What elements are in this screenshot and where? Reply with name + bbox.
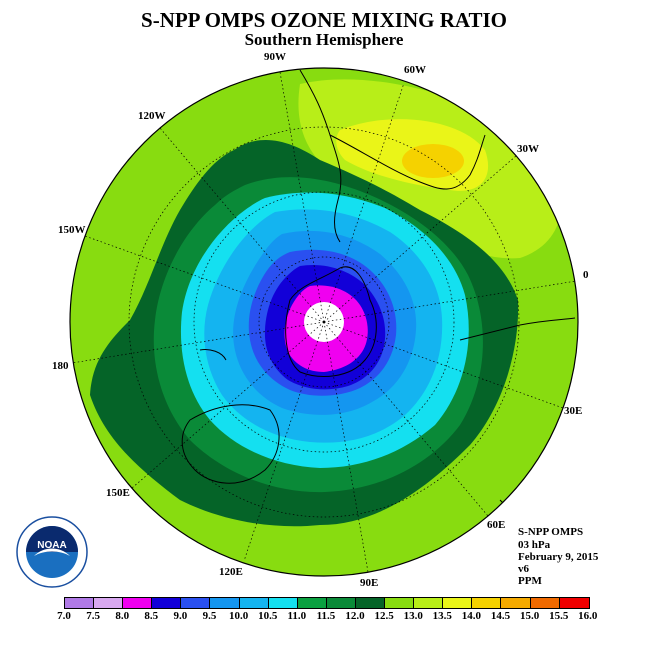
legend-swatch bbox=[385, 598, 415, 608]
map-title: S-NPP OMPS OZONE MIXING RATIO bbox=[141, 8, 507, 32]
legend-tick-label: 8.0 bbox=[115, 610, 130, 622]
legend-tick-label: 13.0 bbox=[403, 610, 423, 622]
legend-tick-label: 7.5 bbox=[86, 610, 100, 622]
svg-text:NOAA: NOAA bbox=[37, 540, 66, 551]
legend-swatch bbox=[152, 598, 182, 608]
info-units: PPM bbox=[518, 575, 542, 587]
lon-label-60w: 60W bbox=[404, 64, 426, 76]
color-legend bbox=[64, 597, 590, 609]
lon-label-60e: 60E bbox=[487, 519, 505, 531]
legend-tick-label: 9.0 bbox=[173, 610, 188, 622]
legend-swatch bbox=[472, 598, 502, 608]
legend-tick-label: 12.5 bbox=[374, 610, 394, 622]
legend-tick-label: 11.0 bbox=[287, 610, 307, 622]
legend-swatch bbox=[414, 598, 444, 608]
lon-label-150w: 150W bbox=[58, 224, 86, 236]
legend-swatch bbox=[326, 598, 356, 608]
legend-tick-label: 14.5 bbox=[490, 610, 511, 622]
legend-tick-label: 10.0 bbox=[228, 610, 249, 622]
legend-swatch bbox=[210, 598, 240, 608]
legend-swatch bbox=[559, 598, 589, 608]
lon-label-180: 180 bbox=[52, 360, 69, 372]
map-subtitle: Southern Hemisphere bbox=[244, 30, 404, 49]
legend-swatch bbox=[443, 598, 473, 608]
noaa-logo: NOAA bbox=[16, 516, 88, 588]
info-version: v6 bbox=[518, 563, 529, 575]
info-level: 03 hPa bbox=[518, 539, 551, 551]
legend-swatch bbox=[268, 598, 298, 608]
legend-tick-label: 11.5 bbox=[316, 610, 336, 622]
lon-label-120e: 120E bbox=[219, 566, 243, 578]
legend-swatch bbox=[297, 598, 327, 608]
legend-tick-label: 7.0 bbox=[57, 610, 71, 622]
band-13-5 bbox=[402, 144, 464, 178]
info-date: February 9, 2015 bbox=[518, 551, 599, 563]
legend-swatch bbox=[123, 598, 153, 608]
ozone-field bbox=[70, 68, 578, 576]
legend-swatch bbox=[501, 598, 531, 608]
legend-tick-label: 16.0 bbox=[578, 610, 598, 622]
antarctica-coast bbox=[285, 266, 377, 377]
legend-swatch bbox=[239, 598, 269, 608]
lon-label-30w: 30W bbox=[517, 143, 539, 155]
legend-swatch bbox=[65, 598, 95, 608]
map-boundary bbox=[69, 67, 579, 577]
legend-tick-label: 12.0 bbox=[345, 610, 365, 622]
legend-tick-label: 10.5 bbox=[258, 610, 278, 622]
legend-tick-label: 15.5 bbox=[549, 610, 569, 622]
legend-swatch bbox=[94, 598, 124, 608]
legend-swatch bbox=[355, 598, 386, 608]
australia-coast bbox=[181, 404, 280, 484]
lon-label-120w: 120W bbox=[138, 110, 166, 122]
legend-tick-label: 9.5 bbox=[202, 610, 217, 622]
legend-swatch bbox=[530, 598, 560, 608]
lon-label-90e: 90E bbox=[360, 577, 378, 589]
south-america-east-coast bbox=[329, 134, 486, 190]
lon-label-90w: 90W bbox=[264, 51, 286, 63]
legend-tick-label: 13.5 bbox=[432, 610, 452, 622]
lon-label-0: 0 bbox=[583, 269, 589, 281]
new-zealand-coast bbox=[199, 349, 227, 361]
legend-tick-label: 15.0 bbox=[519, 610, 540, 622]
lon-label-30e: 30E bbox=[564, 405, 582, 417]
south-america-coast bbox=[299, 69, 342, 243]
africa-coast bbox=[459, 317, 576, 341]
legend-tick-label: 8.5 bbox=[144, 610, 159, 622]
info-source: S-NPP OMPS bbox=[518, 526, 584, 538]
legend-swatch bbox=[181, 598, 211, 608]
graticule bbox=[71, 71, 577, 573]
lon-label-150e: 150E bbox=[106, 487, 130, 499]
legend-tick-label: 14.0 bbox=[461, 610, 482, 622]
